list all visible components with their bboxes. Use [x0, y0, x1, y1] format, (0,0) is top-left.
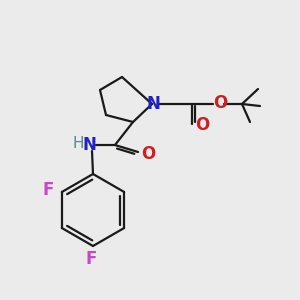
Text: O: O: [195, 116, 209, 134]
Text: H: H: [72, 136, 84, 152]
Text: N: N: [146, 95, 160, 113]
Text: F: F: [42, 181, 53, 199]
Text: O: O: [213, 94, 227, 112]
Text: N: N: [82, 136, 96, 154]
Text: O: O: [141, 145, 155, 163]
Text: F: F: [85, 250, 97, 268]
